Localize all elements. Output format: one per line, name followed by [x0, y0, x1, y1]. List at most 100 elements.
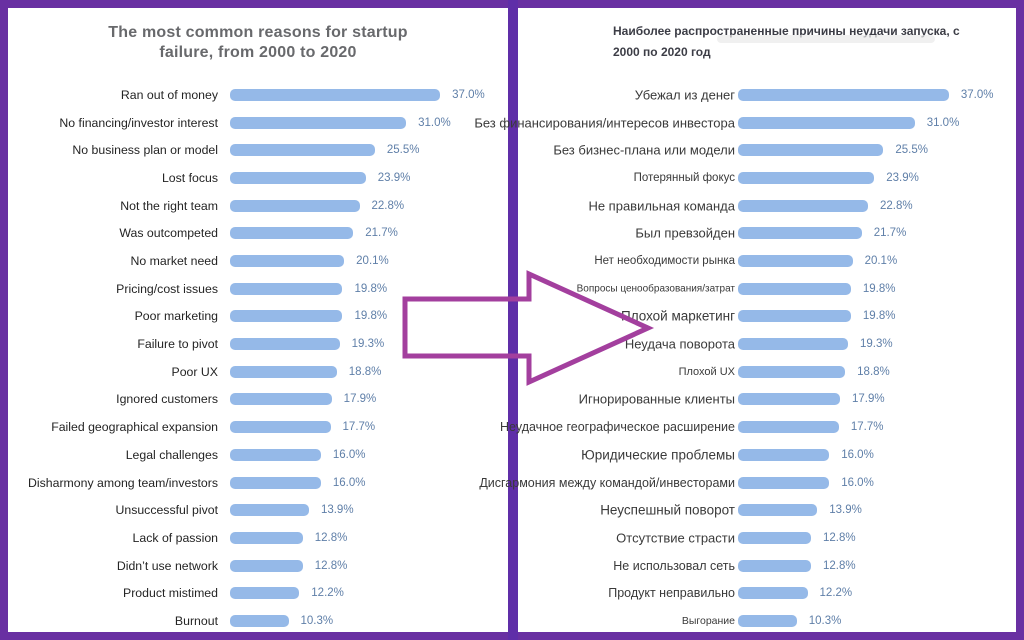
- chart-title-line: Наиболее распространенные причины неудач…: [613, 24, 960, 39]
- bar-row: Failure to pivot 19.3%: [8, 330, 508, 358]
- bar-category-label: Вопросы ценообразования/затрат: [576, 283, 735, 295]
- bar: [230, 116, 407, 129]
- bar: [738, 587, 808, 600]
- bar-category-label: Неудачное географическое расширение: [500, 420, 735, 435]
- bar-category-label: No business plan or model: [72, 143, 218, 158]
- bar-row: Poor marketing 19.8%: [8, 302, 508, 330]
- bar-category-label: Legal challenges: [125, 447, 218, 462]
- bar-value-label: 17.7%: [342, 421, 376, 434]
- bar-row: Плохой маркетинг 19.8%: [518, 302, 1016, 330]
- bar-category-label: Нет необходимости рынка: [594, 255, 735, 268]
- bar-row: Burnout 10.3%: [8, 607, 508, 635]
- bar: [230, 172, 366, 185]
- bar-value-label: 19.3%: [351, 338, 385, 351]
- bar-category-label: Didn’t use network: [116, 558, 218, 573]
- bar-row: Ran out of money 37.0%: [8, 81, 508, 109]
- bar-value-label: 13.9%: [829, 504, 862, 517]
- bar-value-label: 12.2%: [819, 587, 853, 600]
- bar-value-label: 12.8%: [314, 531, 348, 544]
- bar-category-label: No financing/investor interest: [59, 115, 218, 130]
- bar-row: Потерянный фокус 23.9%: [518, 164, 1016, 192]
- bar-category-label: Was outcompeted: [119, 226, 218, 241]
- bar: [230, 338, 340, 351]
- bar-category-label: Неуспешный поворот: [600, 502, 735, 518]
- bar-category-label: Был превзойден: [635, 225, 735, 241]
- bar-value-label: 13.9%: [320, 504, 354, 517]
- bar: [230, 227, 354, 240]
- bar-row: Was outcompeted 21.7%: [8, 219, 508, 247]
- bar-row: Без финансирования/интересов инвестора 31…: [474, 109, 1016, 137]
- bar-row: Poor UX 18.8%: [8, 358, 508, 386]
- bar-category-label: Poor marketing: [134, 309, 218, 324]
- bar-value-label: 12.8%: [314, 559, 348, 572]
- bar: [738, 421, 839, 434]
- bar-value-label: 17.9%: [343, 393, 377, 406]
- bar-value-label: 25.5%: [386, 144, 420, 157]
- bar-value-label: 22.8%: [371, 199, 405, 212]
- bar: [230, 282, 343, 295]
- bar: [230, 393, 332, 406]
- bar-value-label: 16.0%: [841, 476, 874, 489]
- bar-value-label: 19.8%: [354, 282, 388, 295]
- bar-category-label: No market need: [130, 254, 219, 269]
- bar: [230, 476, 321, 489]
- bar: [738, 338, 848, 351]
- bar: [738, 172, 875, 185]
- bar-value-label: 18.8%: [348, 365, 382, 378]
- bar: [230, 199, 360, 212]
- bar-category-label: Убежал из денег: [634, 87, 735, 103]
- bar-row: Failed geographical expansion 17.7%: [8, 413, 508, 441]
- bar: [230, 89, 441, 101]
- bar-value-label: 21.7%: [873, 227, 907, 240]
- bar-category-label: Без финансирования/интересов инвестора: [474, 115, 735, 131]
- bar: [738, 227, 862, 240]
- bar: [230, 144, 375, 157]
- bar: [738, 393, 841, 406]
- bar-row: Неуспешный поворот 13.9%: [518, 496, 1016, 524]
- bar-row: Плохой UX 18.8%: [518, 358, 1016, 386]
- bar-category-label: Ignored customers: [116, 392, 218, 407]
- bar-rows-english: Ran out of money 37.0% No financing/invest…: [8, 8, 508, 632]
- bar-category-label: Плохой маркетинг: [620, 308, 735, 324]
- bar-value-label: 16.0%: [332, 476, 366, 489]
- bar: [738, 504, 818, 517]
- bar-row: No market need 20.1%: [8, 247, 508, 275]
- bar: [230, 587, 300, 600]
- bar-value-label: 10.3%: [808, 614, 842, 627]
- bar: [738, 116, 915, 129]
- bar-category-label: Pricing/cost issues: [116, 281, 218, 296]
- chart-title-line: failure, from 2000 to 2020: [159, 43, 357, 61]
- chart-panel-russian: Наиболее распространенные причины неудач…: [474, 8, 1016, 632]
- bar-value-label: 16.0%: [332, 448, 366, 461]
- bar-value-label: 17.7%: [850, 421, 884, 434]
- bar-value-label: 23.9%: [886, 172, 919, 185]
- bar-value-label: 37.0%: [452, 89, 485, 101]
- panel-divider: [508, 0, 518, 640]
- bar-row: Неудачное географическое расширение 17.7%: [500, 413, 1016, 441]
- bar-category-label: Без бизнес-плана или модели: [553, 142, 735, 158]
- bar-category-label: Не правильная команда: [588, 198, 735, 214]
- bar-value-label: 25.5%: [895, 144, 928, 157]
- bar-category-label: Продукт неправильно: [608, 586, 735, 601]
- bar-category-label: Poor UX: [171, 364, 218, 379]
- bar: [738, 448, 830, 461]
- bar-row: Не правильная команда 22.8%: [518, 192, 1016, 220]
- bar-category-label: Lack of passion: [132, 530, 218, 545]
- bar: [230, 559, 303, 572]
- bar: [738, 531, 811, 544]
- bar-row: Not the right team 22.8%: [8, 192, 508, 220]
- bar-row: Отсутствие страсти 12.8%: [518, 524, 1016, 552]
- bar: [738, 144, 884, 157]
- bar-category-label: Disharmony among team/investors: [28, 475, 218, 490]
- bar-category-label: Failed geographical expansion: [51, 420, 218, 435]
- bar-row: Нет необходимости рынка 20.1%: [518, 247, 1016, 275]
- bar-value-label: 10.3%: [300, 614, 334, 627]
- bar-row: Ignored customers 17.9%: [8, 385, 508, 413]
- bar: [738, 310, 851, 323]
- bar-category-label: Lost focus: [161, 171, 218, 186]
- bar-category-label: Дисгармония между командой/инвесторами: [479, 475, 735, 490]
- bar: [230, 448, 321, 461]
- bar-category-label: Неудача поворота: [624, 336, 735, 352]
- bar-category-label: Выгорание: [681, 614, 735, 627]
- chart-title-russian: Наиболее распространенные причины неудач…: [613, 21, 1013, 63]
